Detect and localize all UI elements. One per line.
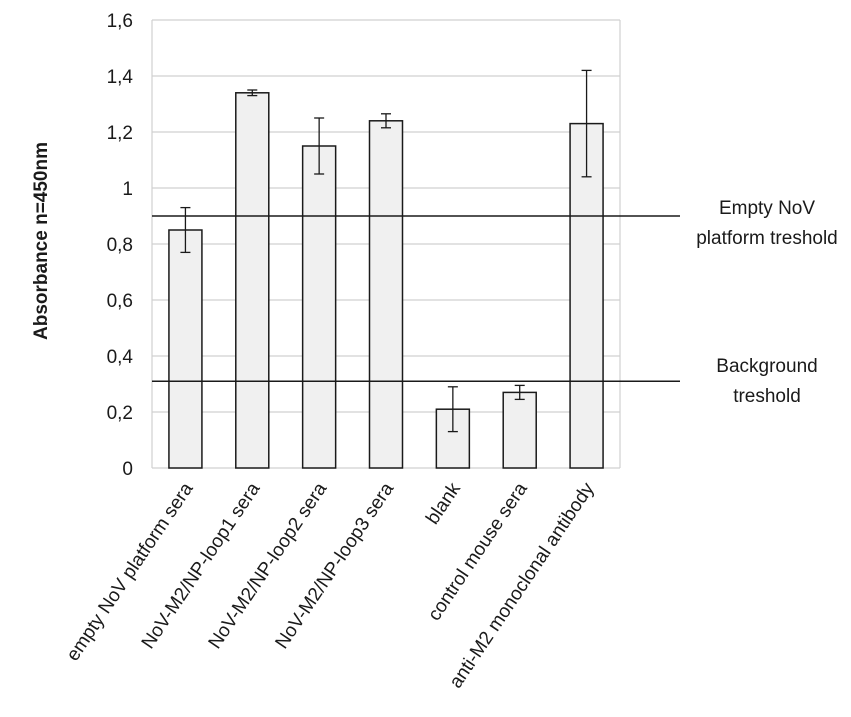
y-axis-label: Absorbance n=450nm: [31, 142, 52, 340]
bars: [168, 69, 604, 469]
y-tick-label: 0,8: [107, 235, 133, 256]
category-label: NoV-M2/NP-loop1 sera: [138, 479, 265, 653]
y-tick-label: 1,4: [107, 67, 134, 88]
threshold-label: Empty NoV: [719, 198, 815, 219]
bar: [502, 391, 537, 469]
category-label: NoV-M2/NP-loop2 sera: [205, 479, 332, 653]
category-label: NoV-M2/NP-loop3 sera: [271, 479, 398, 653]
y-tick-label: 0: [122, 459, 133, 480]
y-tick-label: 1,2: [107, 123, 133, 144]
y-tick-labels: 0 0,2 0,4 0,6 0,8 1 1,2 1,4 1,6: [107, 11, 134, 480]
category-label: blank: [422, 479, 465, 529]
threshold-label: Background: [716, 356, 817, 377]
y-tick-label: 0,4: [107, 347, 134, 368]
threshold-label: platform treshold: [696, 228, 838, 249]
bar: [168, 229, 203, 469]
bar: [368, 120, 404, 469]
y-tick-label: 1,6: [107, 11, 133, 32]
y-tick-label: 0,6: [107, 291, 133, 312]
category-label: empty NoV platform sera: [63, 479, 198, 665]
threshold-label: treshold: [733, 386, 801, 407]
bar: [301, 145, 337, 469]
category-label: anti-M2 monoclonal antibody: [445, 479, 599, 693]
y-tick-label: 0,2: [107, 403, 133, 424]
threshold-lines: Empty NoV platform treshold Background tres…: [152, 198, 838, 407]
bar: [569, 122, 604, 469]
bar: [235, 92, 270, 469]
y-tick-label: 1: [122, 179, 133, 200]
